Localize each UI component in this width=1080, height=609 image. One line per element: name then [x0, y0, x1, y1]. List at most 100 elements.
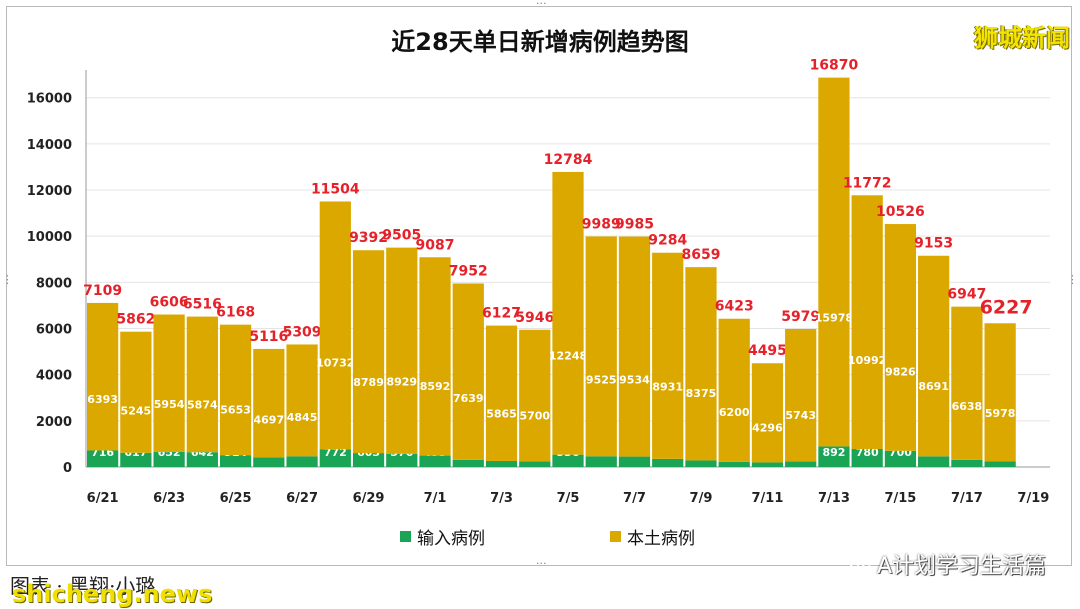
data-label-total: 6423 [715, 299, 754, 315]
y-tick-label: 16000 [27, 92, 72, 107]
bar-local [386, 247, 418, 454]
x-tick-label: 6/21 [87, 491, 119, 506]
bar-imported [120, 452, 152, 467]
bar-local [585, 236, 617, 457]
bar-imported [552, 454, 584, 467]
data-label-local: 15978 [815, 311, 853, 324]
data-label-total: 9087 [416, 237, 455, 253]
bar-local [286, 344, 318, 457]
bar-local [618, 236, 651, 457]
bar-local [253, 348, 285, 458]
bar-local [884, 224, 917, 451]
data-label-total: 7109 [83, 283, 122, 299]
bar-local [951, 306, 983, 460]
wechat-icon [849, 555, 871, 573]
bar-local [452, 283, 484, 460]
x-tick-label: 7/19 [1017, 491, 1049, 506]
bar-local [652, 252, 684, 459]
data-label-total: 11504 [311, 181, 360, 197]
bar-imported [319, 449, 351, 467]
data-label-local: 8592 [420, 380, 451, 393]
bar-imported [519, 461, 551, 467]
bar-local [485, 325, 518, 461]
chart-title: 近28天单日新增病例趋势图 [391, 28, 689, 56]
data-label-total: 9985 [615, 217, 654, 233]
data-label-local: 6638 [952, 400, 983, 413]
legend-imported: 输入病例 [400, 524, 485, 549]
data-label-local: 5653 [220, 403, 251, 416]
data-label-local: 6200 [719, 406, 750, 419]
data-label-local: 5954 [154, 398, 185, 411]
y-tick-label: 10000 [27, 230, 72, 245]
data-label-local: 4845 [287, 411, 318, 424]
bar-imported [352, 453, 385, 467]
data-label-local: 8691 [918, 380, 949, 393]
bar-imported [452, 459, 484, 467]
resize-handle-right[interactable]: ⋮ [1067, 273, 1078, 286]
data-label-local: 5245 [121, 404, 152, 417]
y-tick-label: 0 [63, 461, 72, 476]
bar-imported [419, 455, 451, 467]
data-label-local: 10992 [848, 354, 886, 367]
data-label-total: 5116 [249, 329, 288, 345]
legend-label-imported: 输入病例 [417, 529, 485, 549]
bar-imported [851, 448, 883, 467]
data-label-local: 9534 [619, 374, 650, 387]
data-label-local: 7639 [453, 392, 484, 405]
wechat-account-name: A计划学习生活篇 [876, 554, 1046, 579]
bar-imported [87, 450, 119, 467]
x-tick-label: 7/13 [818, 491, 850, 506]
data-label-total: 4495 [748, 343, 787, 359]
legend-local: 本土病例 [610, 524, 695, 549]
legend-label-local: 本土病例 [627, 529, 695, 549]
data-label-local: 9826 [885, 365, 916, 378]
bar-imported [652, 458, 684, 467]
bar-imported [286, 456, 318, 467]
bar-local [219, 324, 252, 456]
data-label-local: 12248 [549, 350, 587, 363]
site-watermark: shicheng.news [12, 580, 213, 608]
bar-local [984, 323, 1016, 462]
bar-imported [751, 462, 784, 467]
x-tick-label: 7/15 [884, 491, 916, 506]
data-label-local: 8931 [652, 381, 683, 394]
resize-handle-top[interactable]: ··· [536, 0, 547, 10]
data-label-total: 6168 [216, 305, 255, 321]
bar-imported [485, 460, 518, 467]
bar-local [685, 267, 717, 461]
x-tick-label: 7/11 [752, 491, 784, 506]
bar-local [519, 329, 551, 462]
data-label-total: 5979 [781, 309, 820, 325]
data-label-total: 9505 [382, 228, 421, 244]
legend-swatch-local [610, 531, 621, 542]
y-tick-label: 6000 [36, 323, 72, 338]
bar-imported [685, 460, 717, 467]
bar-local [918, 255, 950, 457]
x-tick-label: 7/9 [690, 491, 713, 506]
data-label-local: 4697 [254, 413, 285, 426]
y-tick-label: 8000 [36, 276, 72, 291]
resize-handle-bottom[interactable]: ··· [536, 557, 547, 570]
bar-imported [918, 456, 950, 467]
bar-local [851, 195, 883, 449]
data-label-total: 6606 [150, 295, 189, 311]
data-label-local: 10732 [316, 356, 354, 369]
bar-imported [951, 459, 983, 467]
y-tick-label: 12000 [27, 184, 72, 199]
y-tick-label: 2000 [36, 415, 72, 430]
bar-local [419, 257, 451, 456]
data-label-local: 8929 [386, 376, 417, 389]
data-label-local: 9525 [586, 373, 617, 386]
resize-handle-left[interactable]: ⋮ [2, 273, 13, 286]
y-tick-label: 4000 [36, 369, 72, 384]
data-label-imported: 772 [324, 446, 347, 459]
data-label-total: 8659 [681, 247, 720, 263]
bar-imported [386, 453, 418, 467]
bar-local [785, 328, 817, 462]
data-label-total: 9153 [914, 236, 953, 252]
data-label-total: 5862 [116, 312, 155, 328]
bar-local [87, 302, 119, 451]
data-label-total: 7952 [449, 263, 488, 279]
bar-local [818, 77, 850, 447]
